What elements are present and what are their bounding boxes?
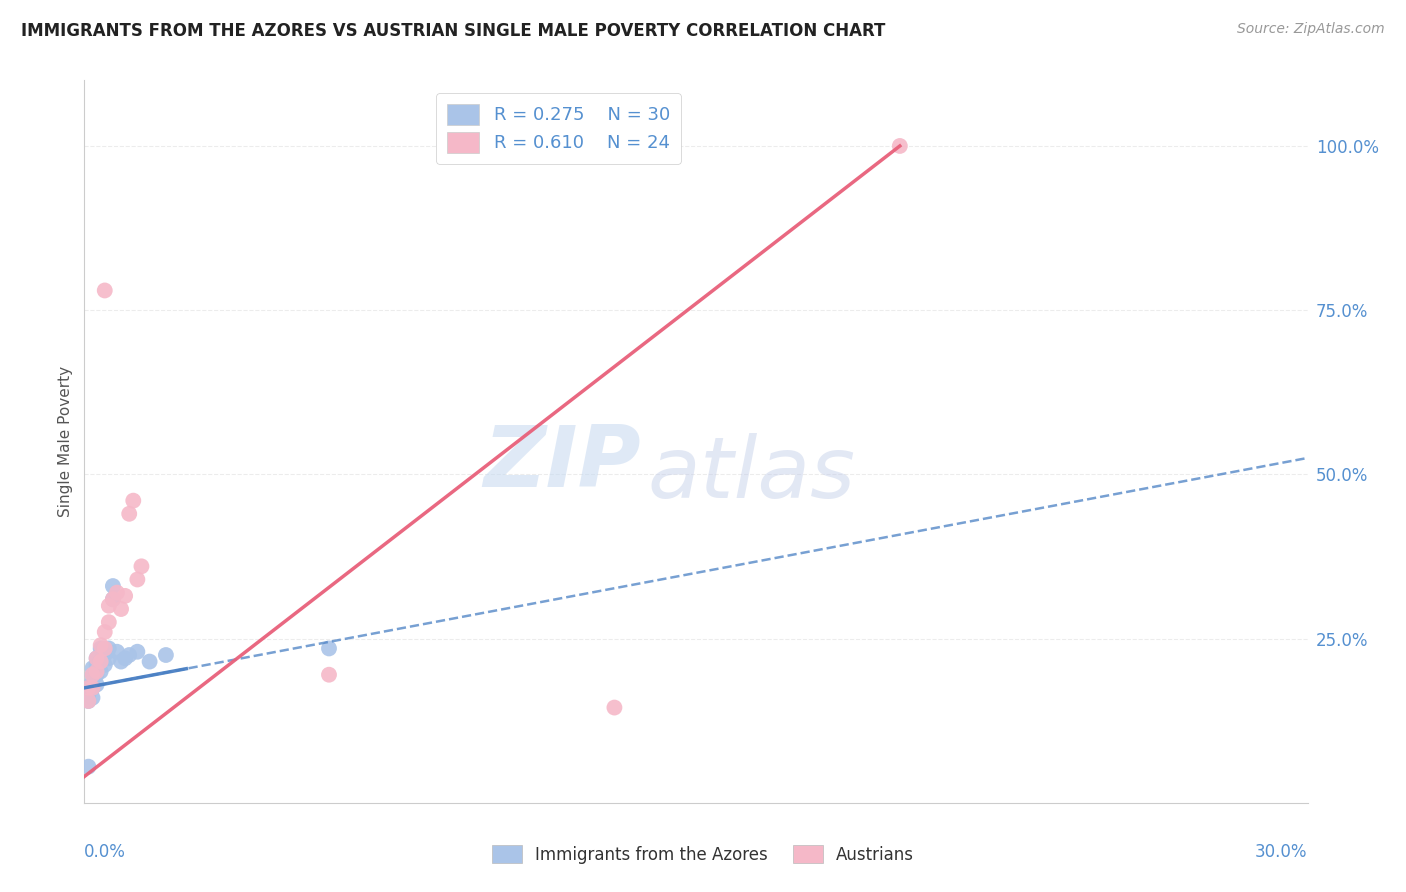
- Point: [110, 602, 132, 616]
- Point: [82, 681, 104, 695]
- Point: [77, 694, 100, 708]
- Point: [82, 667, 104, 681]
- Point: [101, 579, 124, 593]
- Point: [90, 641, 112, 656]
- Point: [127, 573, 149, 587]
- Point: [90, 655, 112, 669]
- Point: [86, 657, 108, 672]
- Point: [93, 641, 115, 656]
- Text: Source: ZipAtlas.com: Source: ZipAtlas.com: [1237, 22, 1385, 37]
- Legend: R = 0.275    N = 30, R = 0.610    N = 24: R = 0.275 N = 30, R = 0.610 N = 24: [436, 93, 681, 163]
- Point: [86, 667, 108, 681]
- Point: [138, 655, 160, 669]
- Point: [603, 700, 626, 714]
- Point: [90, 665, 112, 679]
- Point: [127, 645, 149, 659]
- Point: [114, 589, 136, 603]
- Point: [889, 139, 911, 153]
- Point: [90, 638, 112, 652]
- Point: [101, 592, 124, 607]
- Point: [155, 648, 177, 662]
- Legend: Immigrants from the Azores, Austrians: Immigrants from the Azores, Austrians: [485, 838, 921, 871]
- Point: [105, 585, 128, 599]
- Point: [82, 681, 104, 695]
- Point: [77, 681, 100, 695]
- Point: [86, 665, 108, 679]
- Point: [77, 681, 100, 695]
- Text: ZIP: ZIP: [484, 422, 641, 505]
- Point: [97, 641, 120, 656]
- Point: [93, 625, 115, 640]
- Point: [97, 651, 120, 665]
- Point: [101, 592, 124, 607]
- Point: [97, 599, 120, 613]
- Text: atlas: atlas: [647, 433, 855, 516]
- Text: 30.0%: 30.0%: [1256, 843, 1308, 861]
- Point: [131, 559, 153, 574]
- Point: [90, 655, 112, 669]
- Point: [114, 651, 136, 665]
- Point: [93, 657, 115, 672]
- Text: 0.0%: 0.0%: [84, 843, 127, 861]
- Point: [93, 648, 115, 662]
- Y-axis label: Single Male Poverty: Single Male Poverty: [58, 366, 73, 517]
- Point: [122, 493, 145, 508]
- Point: [77, 687, 100, 701]
- Point: [86, 677, 108, 691]
- Point: [318, 667, 340, 681]
- Point: [97, 615, 120, 630]
- Point: [82, 667, 104, 681]
- Text: IMMIGRANTS FROM THE AZORES VS AUSTRIAN SINGLE MALE POVERTY CORRELATION CHART: IMMIGRANTS FROM THE AZORES VS AUSTRIAN S…: [21, 22, 886, 40]
- Point: [77, 760, 100, 774]
- Point: [77, 694, 100, 708]
- Point: [82, 674, 104, 689]
- Point: [118, 507, 141, 521]
- Point: [318, 641, 340, 656]
- Point: [110, 655, 132, 669]
- Point: [86, 651, 108, 665]
- Point: [86, 651, 108, 665]
- Point: [118, 648, 141, 662]
- Point: [82, 690, 104, 705]
- Point: [82, 661, 104, 675]
- Point: [105, 645, 128, 659]
- Point: [93, 284, 115, 298]
